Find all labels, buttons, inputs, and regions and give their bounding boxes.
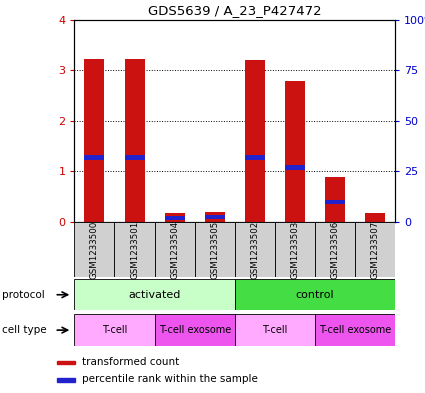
Text: transformed count: transformed count [82, 356, 179, 367]
Bar [74, 279, 235, 310]
Bar [315, 222, 355, 277]
Text: GSM1233505: GSM1233505 [210, 220, 219, 279]
Bar [285, 81, 305, 222]
Text: GSM1233500: GSM1233500 [90, 220, 99, 279]
Bar [315, 314, 395, 346]
Text: activated: activated [128, 290, 181, 300]
Bar [155, 222, 195, 277]
Bar [125, 59, 144, 222]
Bar [57, 378, 75, 382]
Text: GSM1233503: GSM1233503 [290, 220, 300, 279]
Bar [205, 215, 225, 219]
Text: T-cell exosome: T-cell exosome [319, 325, 391, 335]
Bar [285, 165, 305, 170]
Text: GSM1233507: GSM1233507 [371, 220, 380, 279]
Bar [365, 213, 385, 222]
Text: GSM1233504: GSM1233504 [170, 220, 179, 279]
Text: protocol: protocol [2, 290, 45, 300]
Text: control: control [296, 290, 334, 300]
Bar [325, 176, 345, 222]
Bar [74, 314, 155, 346]
Bar [235, 314, 315, 346]
Bar [125, 155, 144, 160]
Bar [164, 216, 185, 220]
Bar [275, 222, 315, 277]
Bar [164, 213, 185, 222]
Bar [85, 59, 105, 222]
Text: cell type: cell type [2, 325, 47, 335]
Text: GSM1233501: GSM1233501 [130, 220, 139, 279]
Bar [235, 222, 275, 277]
Bar [114, 222, 155, 277]
Bar [355, 222, 395, 277]
Bar [205, 212, 225, 222]
Text: T-cell: T-cell [102, 325, 127, 335]
Bar [85, 155, 105, 160]
Bar [325, 200, 345, 204]
Text: GSM1233502: GSM1233502 [250, 220, 259, 279]
Text: T-cell: T-cell [262, 325, 288, 335]
Title: GDS5639 / A_23_P427472: GDS5639 / A_23_P427472 [148, 4, 322, 17]
Text: GSM1233506: GSM1233506 [331, 220, 340, 279]
Bar [74, 222, 114, 277]
Bar [155, 314, 235, 346]
Text: percentile rank within the sample: percentile rank within the sample [82, 374, 258, 384]
Bar [57, 361, 75, 364]
Bar [245, 155, 265, 160]
Text: T-cell exosome: T-cell exosome [159, 325, 231, 335]
Bar [195, 222, 235, 277]
Bar [235, 279, 395, 310]
Bar [245, 60, 265, 222]
